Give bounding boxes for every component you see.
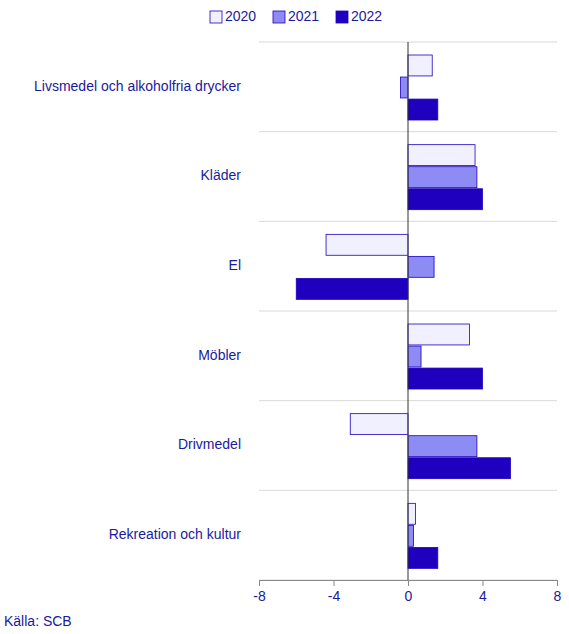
bar <box>408 324 469 345</box>
zero-line <box>408 42 409 580</box>
legend-label: 2022 <box>351 8 382 24</box>
category-label: Drivmedel <box>178 436 241 452</box>
plot: Livsmedel och alkoholfria drycker Kläder E… <box>34 42 562 604</box>
tick-label: 8 <box>554 588 562 604</box>
tick-label: -8 <box>253 588 266 604</box>
bar <box>408 368 483 389</box>
x-axis: -8 -4 0 4 8 <box>253 580 561 604</box>
legend-swatch <box>336 11 348 23</box>
bar <box>296 278 408 299</box>
category-label: Rekreation och kultur <box>109 526 242 542</box>
tick: -8 <box>253 580 266 604</box>
bar <box>408 436 477 457</box>
bar <box>401 77 408 98</box>
bar <box>326 234 408 255</box>
category-labels: Livsmedel och alkoholfria drycker Kläder E… <box>34 78 241 542</box>
legend-item: 2021 <box>273 8 319 24</box>
legend-item: 2020 <box>210 8 256 24</box>
bar <box>408 346 421 367</box>
tick-label: 0 <box>405 588 413 604</box>
legend-item: 2022 <box>336 8 382 24</box>
separators <box>259 42 557 580</box>
tick-mark <box>259 580 260 586</box>
bar <box>408 99 438 120</box>
legend-label: 2020 <box>225 8 256 24</box>
legend-swatch <box>273 11 285 23</box>
tick: 0 <box>405 580 413 604</box>
bar <box>408 256 434 277</box>
category-label: El <box>229 257 241 273</box>
series <box>296 99 510 568</box>
bar <box>408 189 483 210</box>
tick-mark <box>334 580 335 586</box>
tick: 4 <box>479 580 487 604</box>
category-label: Kläder <box>201 167 242 183</box>
bar <box>408 547 438 568</box>
bar <box>408 145 475 166</box>
tick: 8 <box>554 580 562 604</box>
chart: Livsmedel och alkoholfria drycker Kläder E… <box>0 0 569 634</box>
tick-label: 4 <box>479 588 487 604</box>
legend-swatch <box>210 11 222 23</box>
tick-mark <box>483 580 484 586</box>
tick-mark <box>408 580 409 586</box>
bar <box>408 167 477 188</box>
bar <box>408 525 414 546</box>
bar <box>408 458 510 479</box>
tick: -4 <box>328 580 341 604</box>
tick-label: -4 <box>328 588 341 604</box>
legend: 2020 2021 2022 <box>210 8 382 24</box>
tick-mark <box>557 580 558 586</box>
source: Källa: SCB <box>4 613 72 629</box>
axis-line <box>260 581 558 587</box>
bar <box>350 414 408 435</box>
bar <box>408 503 415 524</box>
bar <box>408 55 432 76</box>
category-label: Möbler <box>198 347 241 363</box>
legend-label: 2021 <box>288 8 319 24</box>
category-label: Livsmedel och alkoholfria drycker <box>34 78 241 94</box>
bars <box>296 55 510 568</box>
